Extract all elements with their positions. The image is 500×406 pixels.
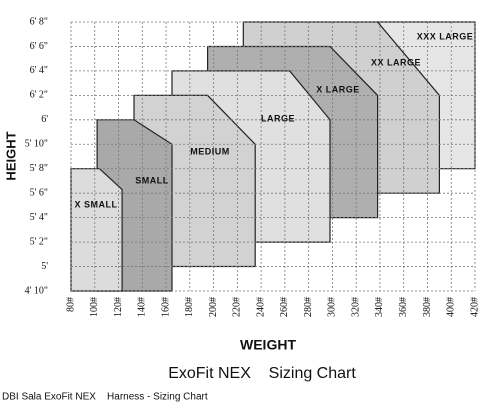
x-axis-title: WEIGHT [240,337,296,353]
y-tick-label: 6' 2" [30,90,48,101]
x-tick-label: 140# [137,297,148,317]
x-tick-label: 160# [160,297,171,317]
x-tick-label: 280# [303,297,314,317]
size-label: MEDIUM [190,146,230,156]
x-tick-label: 320# [350,297,361,317]
x-tick-label: 380# [422,297,433,317]
x-tick-label: 340# [374,297,385,317]
y-tick-label: 5' 10" [25,139,48,150]
x-tick-label: 300# [327,297,338,317]
y-tick-label: 6' [41,114,48,125]
size-label: XX LARGE [371,57,421,67]
chart-title: ExoFit NEX Sizing Chart [168,365,356,382]
size-region [70,168,123,292]
y-tick-label: 6' 4" [30,65,48,76]
x-tick-label: 180# [184,297,195,317]
footer: DBI Sala ExoFit NEX Harness - Sizing Cha… [2,392,208,403]
y-tick-label: 6' 6" [30,41,48,52]
y-tick-label: 5' [41,261,48,272]
x-tick-label: 260# [279,297,290,317]
y-tick-label: 5' 8" [30,163,48,174]
y-tick-label: 5' 2" [30,236,48,247]
y-tick-label: 5' 4" [30,212,48,223]
x-tick-label: 360# [398,297,409,317]
y-tick-label: 6' 8" [30,16,48,27]
x-tick-label: 120# [113,297,124,317]
x-tick-label: 420# [469,297,480,317]
x-tick-label: 240# [255,297,266,317]
size-label: X SMALL [75,199,118,209]
size-label: LARGE [261,113,295,123]
y-tick-label: 4' 10" [25,285,48,296]
x-tick-label: 80# [65,297,76,312]
x-tick-label: 200# [208,297,219,317]
y-axis-title: HEIGHT [3,131,18,180]
x-tick-label: 400# [446,297,457,317]
size-label: X LARGE [316,84,360,94]
y-tick-label: 5' 6" [30,187,48,198]
size-label: SMALL [135,175,169,185]
x-tick-label: 220# [232,297,243,317]
x-tick-label: 100# [89,297,100,317]
size-label: XXX LARGE [417,31,474,41]
